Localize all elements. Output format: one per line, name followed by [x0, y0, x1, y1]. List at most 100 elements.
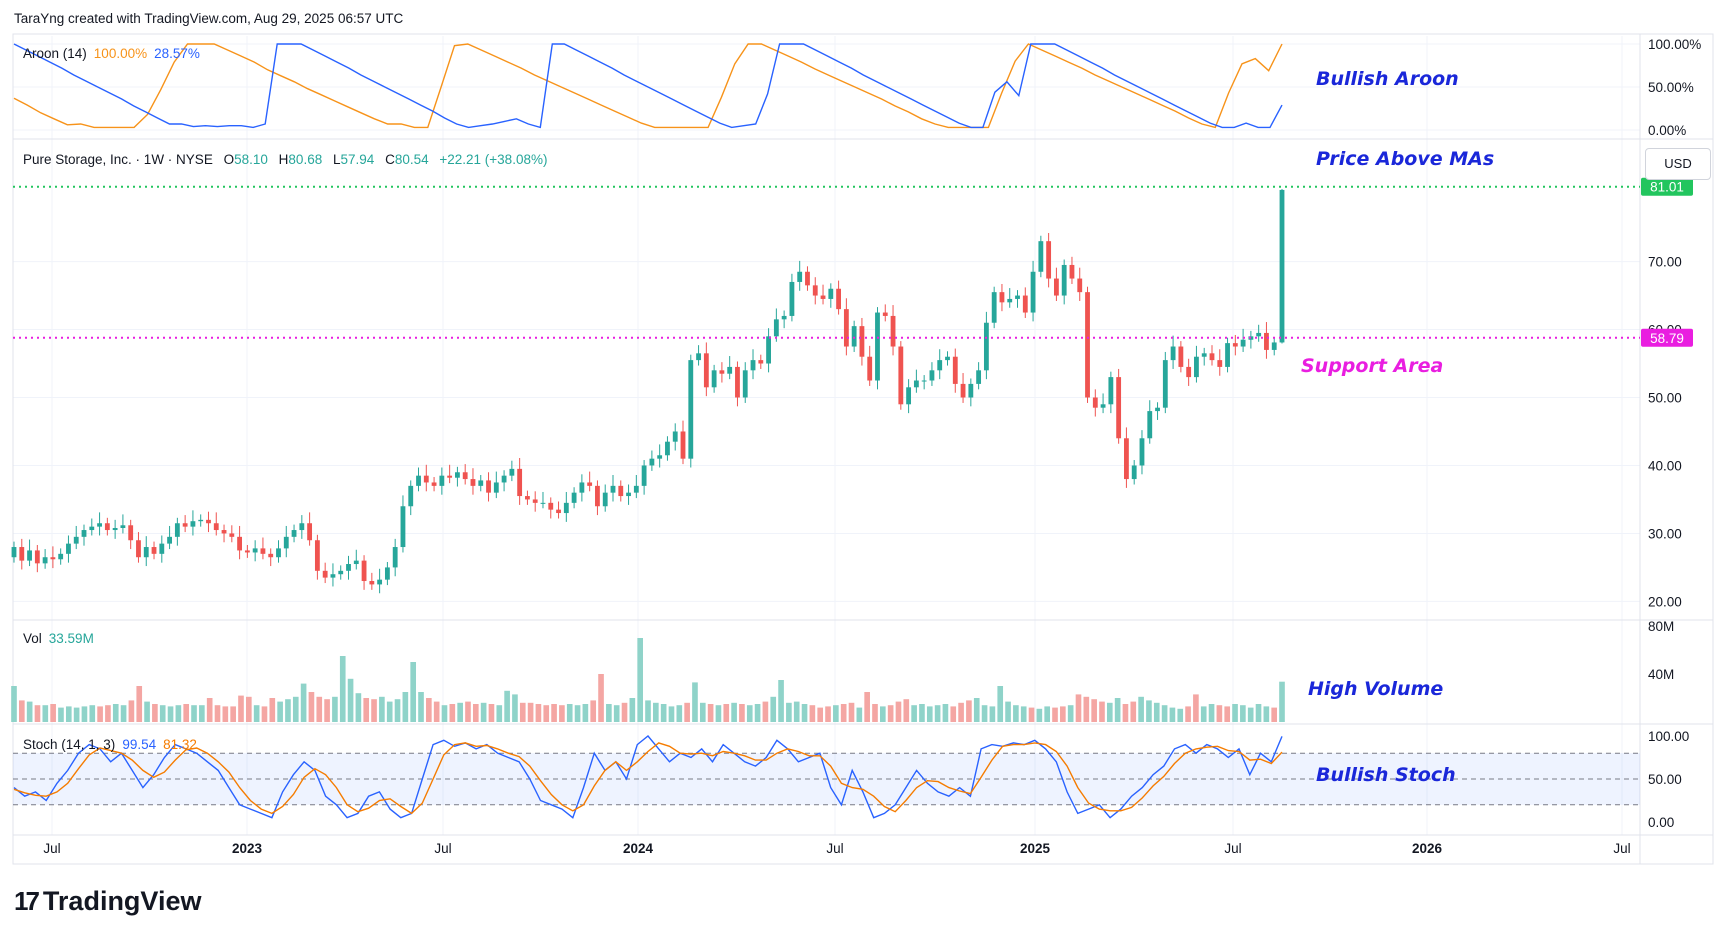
volume-bar — [1161, 705, 1168, 722]
volume-bar — [1005, 701, 1011, 722]
volume-bar — [386, 701, 393, 722]
volume-bar — [58, 707, 64, 722]
candle-body — [1139, 438, 1145, 466]
candle-body — [750, 360, 756, 371]
aroon-up-line — [13, 43, 1283, 129]
symbol-title: Pure Storage, Inc. · 1W · NYSE — [23, 152, 213, 167]
volume-bar — [339, 656, 346, 722]
candle-body — [1162, 360, 1168, 408]
candle-body — [58, 553, 64, 560]
candle-body — [688, 360, 694, 459]
volume-legend[interactable]: Vol 33.59M — [23, 631, 101, 646]
candle-body — [509, 468, 515, 476]
price-y-tick: 70.00 — [1648, 255, 1682, 270]
aroon-down-line — [13, 43, 1283, 129]
candle-body — [221, 530, 227, 534]
price-legend[interactable]: Pure Storage, Inc. · 1W · NYSE O58.10 H8… — [23, 152, 554, 167]
volume-bar — [872, 704, 878, 722]
support-price-tag — [1641, 328, 1693, 347]
volume-bar — [277, 701, 283, 722]
candle-body — [906, 387, 912, 405]
volume-bar — [1240, 705, 1246, 722]
volume-bar — [997, 686, 1004, 722]
volume-bar — [825, 706, 831, 722]
volume-bar — [1013, 705, 1019, 722]
aroon-up-value: 100.00% — [93, 46, 148, 61]
stoch-legend[interactable]: Stoch (14, 1, 3) 99.54 81.32 — [23, 737, 204, 752]
annotation-high-volume: High Volume — [1308, 678, 1444, 700]
ohlc-high: 80.68 — [288, 152, 323, 167]
volume-bar — [606, 704, 612, 722]
currency-button[interactable]: USD — [1645, 148, 1711, 180]
candle-body — [213, 523, 219, 531]
candle-body — [882, 312, 888, 316]
candle-body — [237, 536, 243, 551]
candle-body — [377, 579, 383, 585]
volume-bar — [1185, 706, 1191, 722]
candle-body — [143, 547, 149, 558]
candle-body — [983, 322, 989, 371]
volume-bar — [465, 701, 471, 722]
candle-body — [1124, 438, 1129, 480]
chart-credit: TaraYng created with TradingView.com, Au… — [14, 11, 404, 26]
volume-bar — [206, 698, 213, 722]
candle-body — [27, 550, 32, 561]
volume-bar — [746, 705, 753, 722]
aroon-down-value: 28.57% — [154, 46, 200, 61]
volume-value: 33.59M — [48, 631, 94, 646]
candle-body — [1085, 292, 1090, 398]
volume-bar — [519, 702, 526, 722]
candle-body — [369, 581, 375, 585]
candle-body — [735, 366, 740, 398]
candle-body — [641, 465, 647, 486]
x-tick-label: 2026 — [1412, 841, 1443, 856]
candle-body — [812, 285, 818, 296]
candle-body — [851, 326, 857, 347]
candle-body — [797, 271, 803, 282]
candle-body — [859, 326, 865, 357]
candle-body — [921, 380, 927, 382]
candle-body — [439, 475, 445, 486]
volume-bar — [950, 706, 957, 722]
tradingview-logo[interactable]: 17 TradingView — [14, 886, 201, 917]
volume-bar — [668, 706, 675, 722]
volume-bar — [73, 707, 80, 722]
candle-body — [408, 485, 414, 507]
candle-body — [805, 271, 810, 286]
volume-bar — [621, 702, 628, 722]
volume-bar — [472, 704, 479, 722]
aroon-legend[interactable]: Aroon (14) 100.00% 28.57% — [23, 46, 207, 61]
volume-bar — [285, 699, 291, 722]
candle-body — [1217, 360, 1223, 367]
annotation-bullish-aroon: Bullish Aroon — [1316, 68, 1459, 90]
candle-body — [307, 523, 313, 541]
x-tick-label: 2023 — [232, 841, 263, 856]
candle-body — [1007, 298, 1013, 303]
annotation-price-above-mas: Price Above MAs — [1316, 148, 1495, 170]
grid-lines — [13, 36, 1640, 835]
candle-body — [595, 485, 600, 507]
candle-body — [719, 370, 725, 374]
candle-body — [657, 455, 663, 459]
chart-frame — [12, 33, 1714, 865]
x-tick-label: Jul — [43, 841, 60, 856]
volume-bar — [762, 701, 769, 722]
candle-body — [1209, 353, 1215, 361]
volume-bar — [793, 701, 800, 722]
candle-body — [34, 550, 40, 564]
volume-bar — [449, 704, 456, 722]
volume-bar — [1169, 707, 1176, 722]
price-y-tick: 20.00 — [1648, 594, 1682, 609]
candle-body — [1116, 377, 1122, 439]
candle-body — [1264, 332, 1269, 350]
candle-body — [789, 281, 795, 316]
candle-body — [1100, 404, 1106, 408]
candle-body — [454, 472, 460, 478]
candle-body — [260, 548, 266, 554]
candle-body — [820, 295, 826, 299]
volume-bar — [355, 693, 362, 722]
volume-bar — [809, 705, 816, 722]
candle-body — [486, 480, 491, 493]
volume-bar — [1263, 706, 1270, 722]
volume-bar — [613, 705, 620, 722]
